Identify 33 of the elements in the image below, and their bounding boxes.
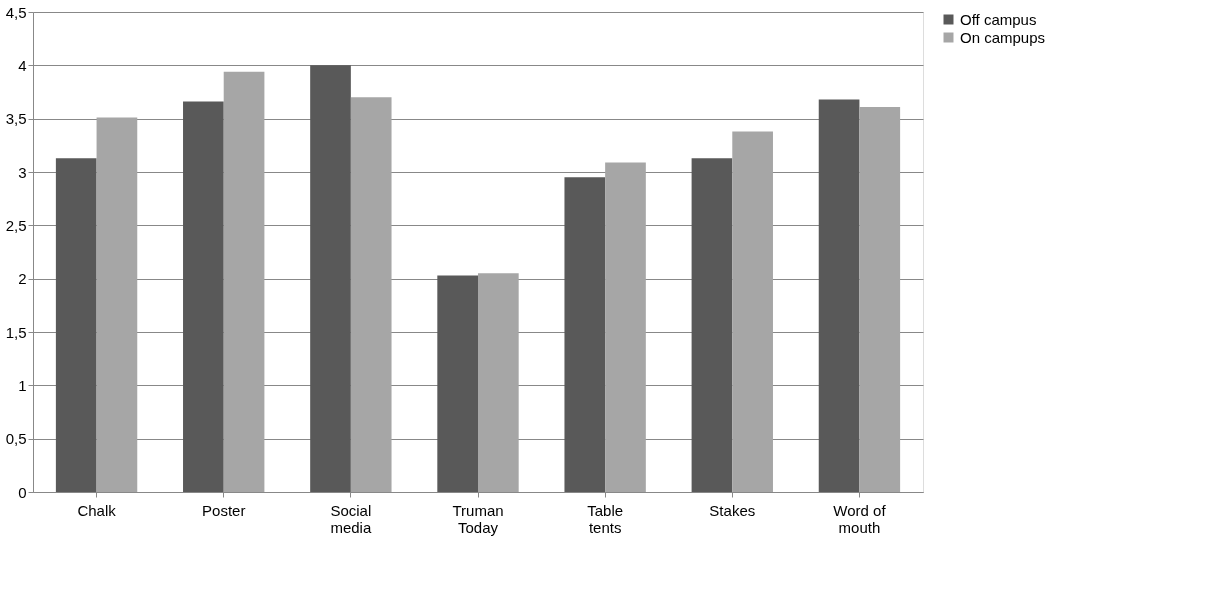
legend-label: Off campus [960, 10, 1037, 28]
legend-label: On campups [960, 28, 1046, 46]
bar [478, 273, 519, 492]
bar [55, 158, 97, 492]
y-tick-label: 2,5 [5, 216, 27, 234]
x-tick-label: Social media [330, 501, 372, 536]
bar [350, 97, 392, 492]
bar [818, 99, 860, 492]
y-tick-label: 0,5 [5, 430, 27, 448]
bar [310, 65, 351, 492]
y-tick-label: 0 [18, 483, 27, 501]
bar [605, 162, 646, 492]
bar [564, 177, 606, 492]
y-tick-label: 1,5 [5, 323, 27, 341]
x-tick-label: Word of mouth [833, 501, 887, 536]
y-tick-label: 2 [18, 270, 27, 288]
x-tick-label: Poster [202, 501, 246, 519]
bar [732, 131, 773, 492]
y-tick-label: 3,5 [5, 110, 27, 128]
x-tick-label: Truman Today [452, 501, 504, 536]
bar [223, 71, 265, 492]
bar [96, 117, 138, 492]
y-tick-label: 1 [18, 376, 27, 394]
x-tick-label: Chalk [77, 501, 117, 519]
bar [691, 158, 733, 492]
y-tick-label: 3 [18, 163, 27, 181]
y-tick-label: 4 [18, 56, 27, 74]
bar [437, 275, 478, 492]
x-tick-label: Table tents [587, 501, 624, 536]
x-tick-label: Stakes [709, 501, 756, 519]
bar [859, 106, 901, 492]
bar [183, 101, 224, 492]
y-tick-label: 4,5 [5, 3, 27, 21]
